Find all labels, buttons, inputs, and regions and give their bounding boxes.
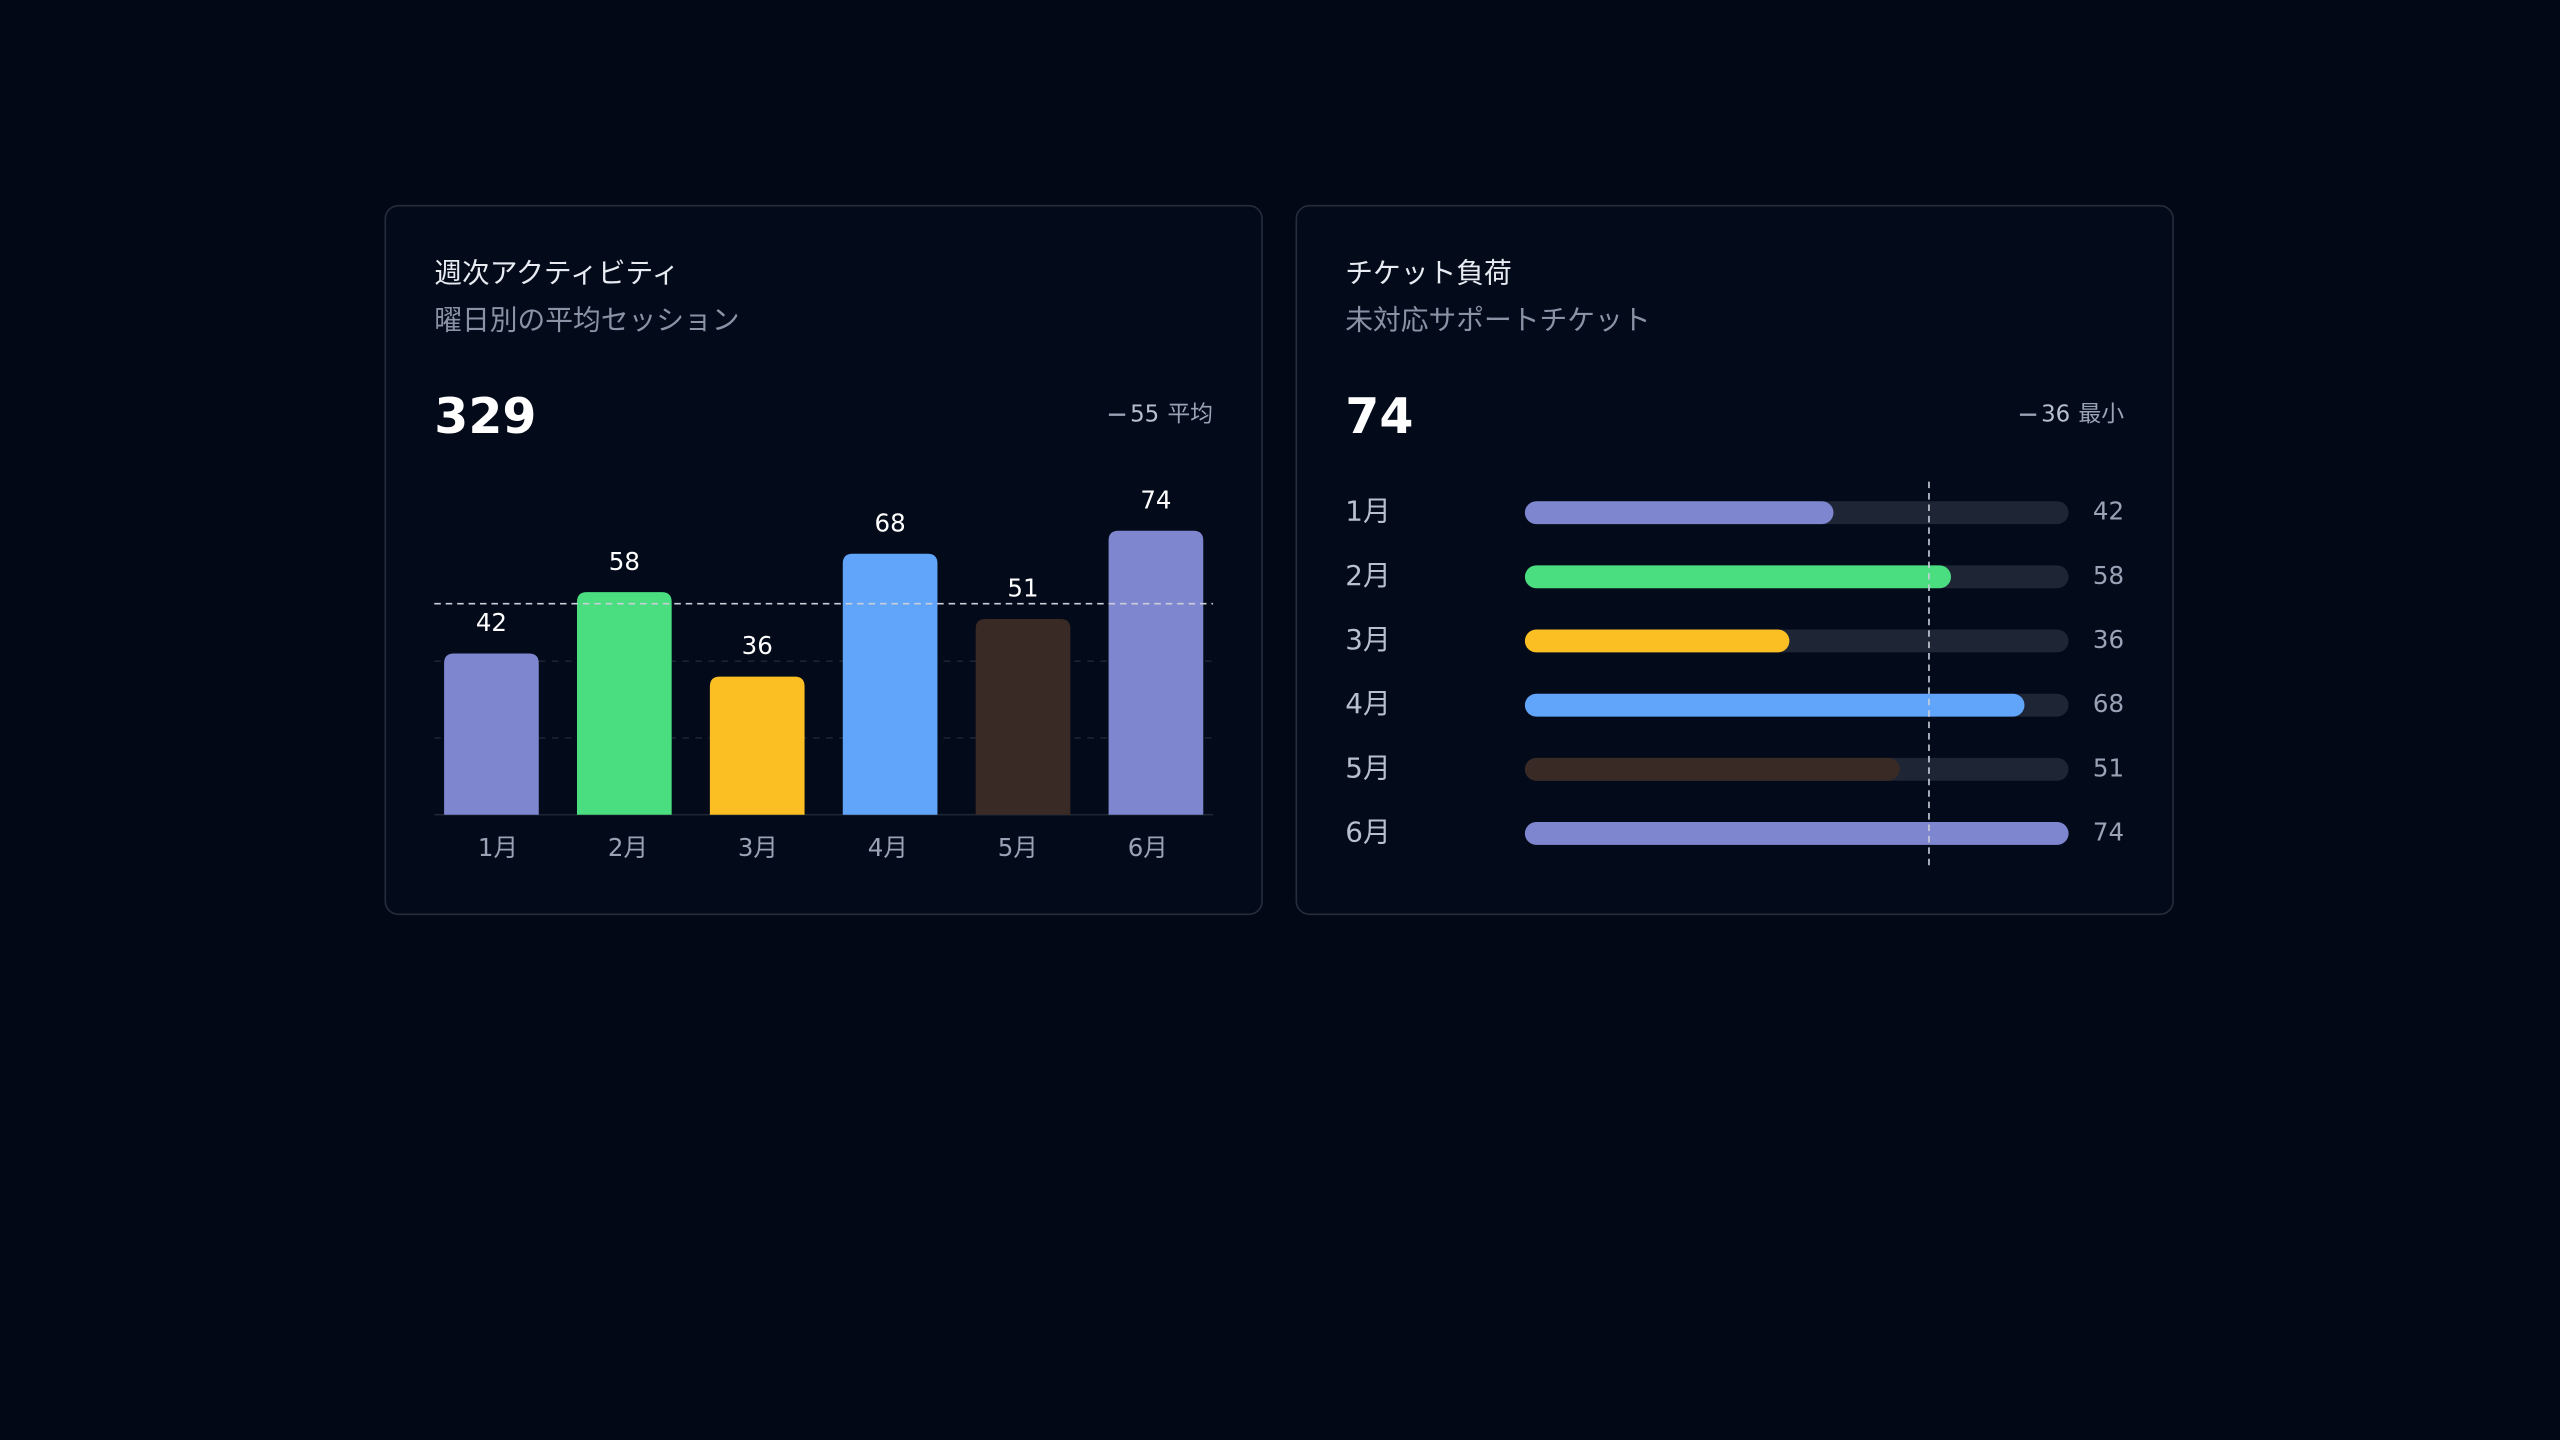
value-label: 36 [742,631,773,660]
x-tick-label: 1月 [478,833,518,862]
value-label: 58 [609,547,640,576]
value-label: 42 [2093,497,2124,526]
category-label: 1月 [1345,495,1390,528]
card-subtitle: 未対応サポートチケット [1345,304,1650,337]
bar [1524,629,1790,653]
reference-label: 最小 [2078,401,2124,427]
bar [709,676,805,815]
x-tick-label: 2月 [608,833,648,862]
total: 74 [1345,388,1413,445]
value-label: 68 [2093,689,2124,718]
value-label: 68 [875,508,906,537]
reference-value: 36 [2041,401,2070,427]
category-label: 3月 [1345,623,1390,656]
bar [1108,530,1204,815]
card [1295,204,2174,916]
reference-value: 55 [1130,401,1159,427]
reference-legend: 36 最小 [2041,401,2124,427]
bar [1524,565,1952,589]
card-subtitle: 曜日別の平均セッション [434,304,739,337]
bar [975,619,1071,815]
bar [444,653,539,815]
category-label: 2月 [1345,559,1390,592]
bar [1524,822,2069,845]
category-label: 5月 [1345,751,1390,784]
x-tick-label: 4月 [868,833,908,862]
category-label: 4月 [1345,687,1390,720]
value-label: 51 [1007,574,1038,603]
value-label: 74 [1140,485,1171,514]
value-label: 51 [2093,753,2124,782]
category-label: 6月 [1345,815,1390,848]
x-tick-label: 6月 [1128,833,1168,862]
reference-legend: 55 平均 [1130,401,1213,427]
card-title: チケット負荷 [1345,256,1512,289]
value-label: 74 [2093,817,2124,846]
reference-label: 平均 [1167,401,1213,427]
bar [576,592,672,815]
bar [1524,693,2025,717]
bar [1524,757,1900,781]
value-label: 42 [476,608,507,637]
value-label: 58 [2093,561,2124,590]
value-label: 36 [2093,625,2124,654]
bar [1524,501,1834,525]
x-tick-label: 5月 [998,833,1038,862]
total: 329 [434,388,536,445]
x-tick-label: 3月 [738,833,778,862]
card-title: 週次アクティビティ [434,256,679,289]
bar [842,553,938,815]
